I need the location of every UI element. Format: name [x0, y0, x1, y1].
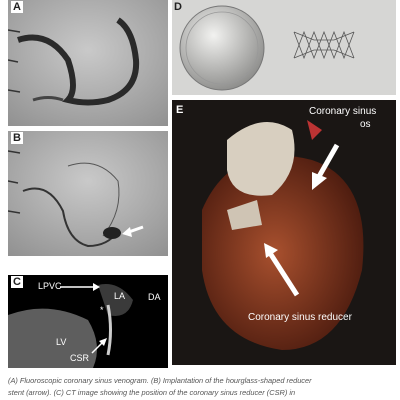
- heart-render: [202, 120, 364, 350]
- annotation: *: [100, 305, 104, 315]
- panel-c: C LPVC LA DA * LV CSR: [8, 275, 168, 368]
- panel-d: D: [172, 0, 396, 95]
- panel-label: C: [11, 276, 23, 288]
- ct-image: [8, 283, 133, 368]
- panel-label: D: [174, 1, 182, 13]
- annotation: Coronary sinus: [309, 106, 377, 117]
- caption-line: (A) Fluoroscopic coronary sinus venogram…: [8, 376, 312, 385]
- annotation: LA: [114, 291, 126, 301]
- panel-b: B: [8, 131, 168, 256]
- annotation: LPVC: [38, 281, 62, 291]
- panel-a: A: [8, 0, 168, 126]
- panel-label: E: [176, 104, 184, 116]
- annotation: DA: [148, 292, 161, 302]
- fluoroscopy-b: [8, 131, 168, 256]
- panel-label: A: [11, 1, 23, 13]
- fluoroscopy-a: [8, 0, 168, 126]
- caption-line: stent (arrow). (C) CT image showing the …: [8, 388, 296, 397]
- annotation: os: [360, 119, 371, 130]
- annotation: Coronary sinus reducer: [248, 312, 352, 323]
- panel-label: B: [11, 132, 23, 144]
- device-photo: [179, 5, 355, 91]
- annotation: CSR: [70, 353, 90, 363]
- panel-e: E Coronary sinus os Coronary sinus reduc…: [172, 100, 396, 365]
- annotation: LV: [56, 337, 67, 347]
